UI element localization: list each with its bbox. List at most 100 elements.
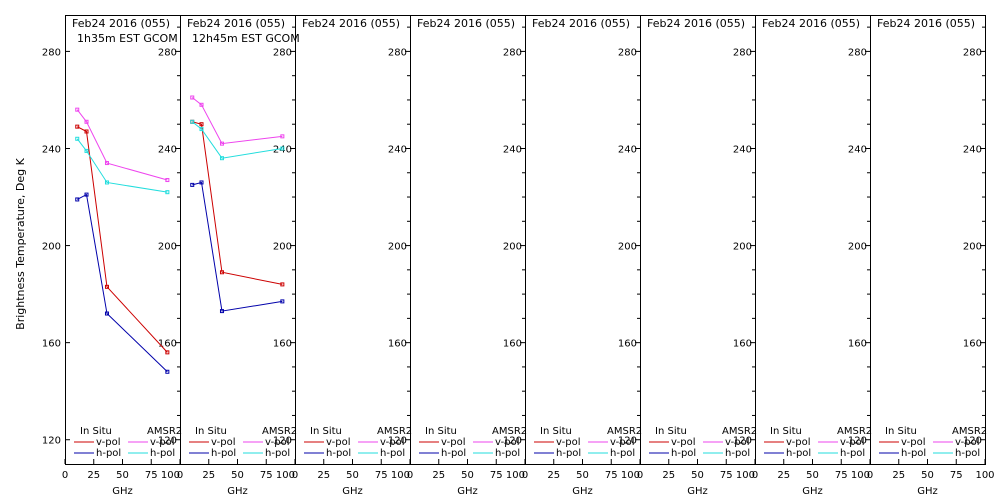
panel-3-x-label: GHz [342, 486, 363, 497]
panel-5-x-label: GHz [572, 486, 593, 497]
panel-2-frame [180, 15, 296, 465]
panel-4-xtick-label: 100 [506, 470, 525, 481]
legend-amsr2-header: AMSR2 [377, 426, 412, 437]
panel-3-xtick-label: 50 [346, 470, 359, 481]
panel-1-xtick-label: 0 [62, 470, 68, 481]
panel-3-frame [295, 15, 411, 465]
panel-7-x-label: GHz [802, 486, 823, 497]
panel-2-title: Feb24 2016 (055) [187, 17, 285, 30]
panel-1-xtick-label: 25 [87, 470, 100, 481]
panel-4-ytick-label: 200 [503, 242, 522, 253]
panel-2-series-2-point [190, 182, 195, 187]
panel-1-series-4-point [84, 148, 89, 153]
panel-7-xtick-label: 25 [777, 470, 790, 481]
panel-6-ytick-label: 200 [733, 242, 752, 253]
legend-in-situ-header: In Situ [80, 426, 112, 437]
panel-7-xtick-label: 0 [752, 470, 758, 481]
panel-2-ytick-label: 160 [273, 339, 292, 350]
panel-5-xtick-label: 75 [605, 470, 618, 481]
panel-4-ytick-label: 160 [503, 339, 522, 350]
panel-8-frame [870, 15, 986, 465]
legend-amsr2-h-label: h-pol [265, 448, 290, 459]
legend-insitu-h-label: h-pol [441, 448, 466, 459]
legend-amsr2-h-label: h-pol [610, 448, 635, 459]
panel-2-series-1-point [219, 270, 224, 275]
panel-6-xtick-label: 50 [691, 470, 704, 481]
panel-8-xtick-label: 75 [950, 470, 963, 481]
panel-2-xtick-label: 50 [231, 470, 244, 481]
panel-3-xtick-label: 100 [391, 470, 410, 481]
legend-amsr2-v-label: v-pol [265, 437, 290, 448]
legend-amsr2-h-label: h-pol [955, 448, 980, 459]
panel-8-xtick-label: 50 [921, 470, 934, 481]
panel-2-series-3-point [280, 134, 285, 139]
legend-insitu-h-label: h-pol [671, 448, 696, 459]
panel-1-series-2 [77, 193, 168, 373]
legend-amsr2-v-label: v-pol [725, 437, 750, 448]
panel-1-series-2-point [165, 369, 170, 374]
panel-1-ytick-label: 280 [158, 47, 177, 58]
legend-amsr2-header: AMSR2 [492, 426, 527, 437]
panel-3-ytick-label: 120 [388, 436, 407, 447]
panel-8-title: Feb24 2016 (055) [877, 17, 975, 30]
panel-2-series-3-point [219, 141, 224, 146]
panel-7-ytick-label: 160 [848, 339, 867, 350]
panel-7-xtick-label: 50 [806, 470, 819, 481]
panel-2-series-2-point [280, 299, 285, 304]
left-ytick-label: 240 [42, 144, 61, 155]
legend-insitu-v-label: v-pol [901, 437, 926, 448]
panel-1-series-4-point [104, 180, 109, 185]
legend-insitu-v-label: v-pol [441, 437, 466, 448]
left-ytick-label: 280 [42, 47, 61, 58]
panel-1-series-1 [77, 126, 168, 353]
panel-2-series-4-point [219, 156, 224, 161]
panel-4-xtick-label: 50 [461, 470, 474, 481]
panel-3-xtick-label: 75 [375, 470, 388, 481]
panel-2-series-2 [192, 181, 283, 312]
panel-3-ytick-label: 200 [388, 242, 407, 253]
panel-1-frame [65, 15, 181, 465]
legend-in-situ-header: In Situ [655, 426, 687, 437]
legend-insitu-h-label: h-pol [556, 448, 581, 459]
panel-5-ytick-label: 280 [618, 47, 637, 58]
panel-1-series-1-point [75, 124, 80, 129]
panel-1-xtick-label: 75 [145, 470, 158, 481]
panel-1-x-label: GHz [112, 486, 133, 497]
panel-5-ytick-label: 240 [618, 144, 637, 155]
panel-8-xtick-label: 25 [892, 470, 905, 481]
panel-2-ytick-label: 120 [273, 436, 292, 447]
panel-8-ytick-label: 240 [963, 144, 982, 155]
legend-insitu-v-label: v-pol [211, 437, 236, 448]
panel-2-series-4-point [199, 127, 204, 132]
panel-2-x-label: GHz [227, 486, 248, 497]
panel-8-ytick-label: 120 [963, 436, 982, 447]
legend-amsr2-v-label: v-pol [610, 437, 635, 448]
panel-1-subtitle: 1h35m EST GCOM [77, 32, 178, 45]
panel-4-frame [410, 15, 526, 465]
legend-amsr2-v-label: v-pol [495, 437, 520, 448]
panel-2-subtitle: 12h45m EST GCOM [192, 32, 300, 45]
panel-1-series-4 [76, 138, 168, 193]
panel-3-title: Feb24 2016 (055) [302, 17, 400, 30]
legend-amsr2-header: AMSR2 [722, 426, 757, 437]
legend-insitu-h-label: h-pol [786, 448, 811, 459]
legend-insitu-h-label: h-pol [211, 448, 236, 459]
panel-2-xtick-label: 25 [202, 470, 215, 481]
panel-8-x-label: GHz [917, 486, 938, 497]
legend-amsr2-v-label: v-pol [955, 437, 980, 448]
panel-7-xtick-label: 100 [851, 470, 870, 481]
panel-2-series-3-point [190, 95, 195, 100]
legend-amsr2-header: AMSR2 [147, 426, 182, 437]
panel-2-xtick-label: 0 [177, 470, 183, 481]
panel-2-series-3 [191, 97, 283, 145]
panel-2-xtick-label: 75 [260, 470, 273, 481]
panel-4-xtick-label: 75 [490, 470, 503, 481]
panel-1-series-3-point [165, 178, 170, 183]
panel-5-xtick-label: 25 [547, 470, 560, 481]
panel-2-series-4-point [190, 119, 195, 124]
panel-1-series-2-point [104, 311, 109, 316]
legend-in-situ-header: In Situ [770, 426, 802, 437]
panel-8-ytick-label: 280 [963, 47, 982, 58]
panel-1-ytick-label: 200 [158, 242, 177, 253]
panel-1-ytick-label: 160 [158, 339, 177, 350]
